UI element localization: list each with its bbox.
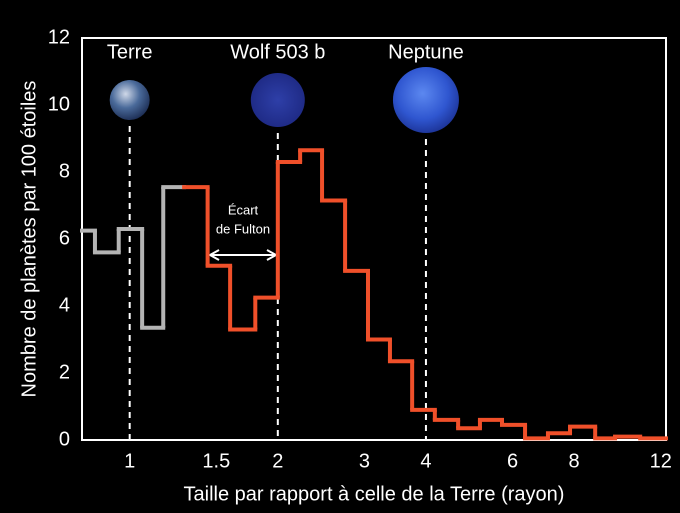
y-tick-label: 12 xyxy=(48,26,70,48)
y-tick-label: 0 xyxy=(59,428,70,450)
marker-label: Terre xyxy=(107,41,153,63)
x-tick-label: 1.5 xyxy=(202,450,230,472)
x-tick-label: 8 xyxy=(569,450,580,472)
x-tick-label: 12 xyxy=(650,450,672,472)
x-axis-label: Taille par rapport à celle de la Terre (… xyxy=(184,483,565,505)
x-tick-label: 3 xyxy=(359,450,370,472)
marker-label: Wolf 503 b xyxy=(230,41,325,63)
background xyxy=(0,0,680,513)
y-tick-label: 8 xyxy=(59,160,70,182)
y-axis-label: Nombre de planètes par 100 étoiles xyxy=(18,81,40,398)
chart: Taille par rapport à celle de la Terre (… xyxy=(0,0,680,513)
x-tick-label: 6 xyxy=(507,450,518,472)
marker-label: Neptune xyxy=(388,41,464,63)
annotation: Écart xyxy=(228,202,259,217)
annotation: de Fulton xyxy=(216,221,270,236)
y-tick-label: 6 xyxy=(59,227,70,249)
x-tick-label: 2 xyxy=(272,450,283,472)
planet xyxy=(251,73,305,127)
y-tick-label: 4 xyxy=(59,294,70,316)
y-tick-label: 2 xyxy=(59,361,70,383)
planet xyxy=(393,67,459,133)
planet xyxy=(110,80,150,120)
x-tick-label: 1 xyxy=(124,450,135,472)
y-tick-label: 10 xyxy=(48,93,70,115)
x-tick-label: 4 xyxy=(420,450,431,472)
